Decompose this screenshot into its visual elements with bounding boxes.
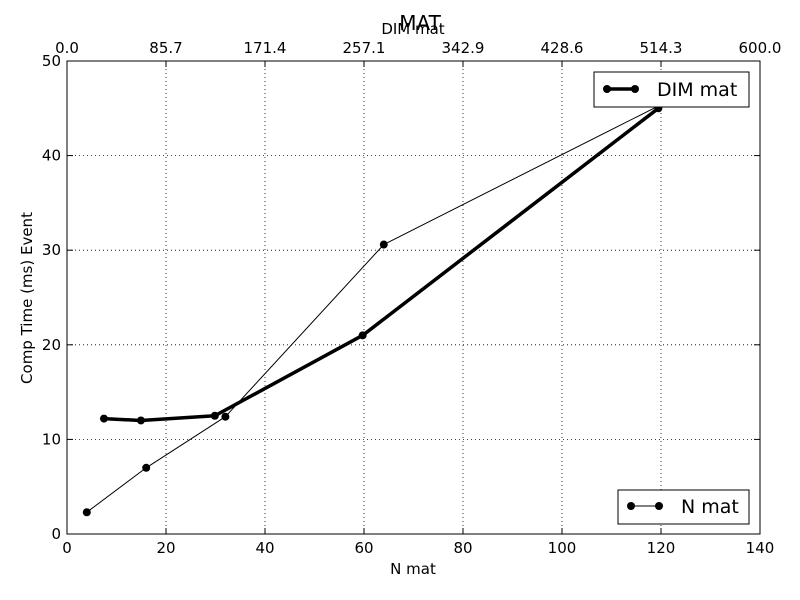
x2-tick-label: 600.0 bbox=[739, 39, 782, 57]
data-point-n-mat bbox=[379, 240, 388, 249]
data-point-n-mat bbox=[142, 463, 151, 472]
series-line-n-mat bbox=[86, 84, 701, 513]
data-point-n-mat bbox=[82, 508, 91, 517]
data-point-dim-mat bbox=[136, 416, 145, 425]
x-tick-label: 0 bbox=[62, 539, 72, 557]
y-axis-title: Comp Time (ms) Event bbox=[18, 212, 36, 384]
legend-dim-mat-label: DIM mat bbox=[657, 79, 737, 101]
x2-tick-label: 428.6 bbox=[541, 39, 584, 57]
plot-frame bbox=[66, 60, 761, 535]
series-layer bbox=[82, 80, 705, 517]
x2-axis-title: DIM mat bbox=[381, 20, 444, 38]
y-tick-label: 40 bbox=[42, 147, 61, 165]
series-line-dim-mat bbox=[103, 106, 660, 423]
legend-dim-mat-marker bbox=[631, 85, 639, 93]
data-point-dim-mat bbox=[99, 414, 108, 423]
legend-n-mat-marker bbox=[627, 502, 635, 510]
chart-title: MAT bbox=[399, 11, 441, 35]
y-tick-label: 0 bbox=[51, 525, 61, 543]
legend-n-mat-label: N mat bbox=[681, 496, 739, 518]
y-tick-label: 30 bbox=[42, 241, 61, 259]
x-tick-label: 20 bbox=[156, 539, 175, 557]
x-tick-label: 80 bbox=[453, 539, 472, 557]
y-tick-label: 50 bbox=[42, 52, 61, 70]
x2-tick-label: 514.3 bbox=[640, 39, 683, 57]
x-tick-label: 140 bbox=[746, 539, 775, 557]
grid bbox=[67, 61, 760, 534]
x2-tick-label: 85.7 bbox=[149, 39, 182, 57]
legend-n-mat-marker bbox=[655, 502, 663, 510]
x-tick-label: 100 bbox=[548, 539, 577, 557]
x2-tick-label: 257.1 bbox=[343, 39, 386, 57]
legend-dim-mat-marker bbox=[603, 85, 611, 93]
x2-tick-label: 342.9 bbox=[442, 39, 485, 57]
legend-n-mat: N mat bbox=[617, 489, 750, 525]
data-point-dim-mat bbox=[210, 411, 219, 420]
y-tick-label: 10 bbox=[42, 430, 61, 448]
data-point-dim-mat bbox=[358, 331, 367, 340]
x-axis-title: N mat bbox=[390, 560, 436, 578]
x-tick-label: 60 bbox=[354, 539, 373, 557]
x2-tick-label: 0.0 bbox=[55, 39, 79, 57]
x2-tick-label: 171.4 bbox=[244, 39, 287, 57]
data-point-n-mat bbox=[221, 412, 230, 421]
legend-n-mat-box bbox=[617, 489, 750, 525]
ticks bbox=[66, 60, 761, 535]
x-tick-label: 120 bbox=[647, 539, 676, 557]
y-tick-label: 20 bbox=[42, 336, 61, 354]
legend-dim-mat: DIM mat bbox=[593, 71, 750, 108]
x-tick-label: 40 bbox=[255, 539, 274, 557]
